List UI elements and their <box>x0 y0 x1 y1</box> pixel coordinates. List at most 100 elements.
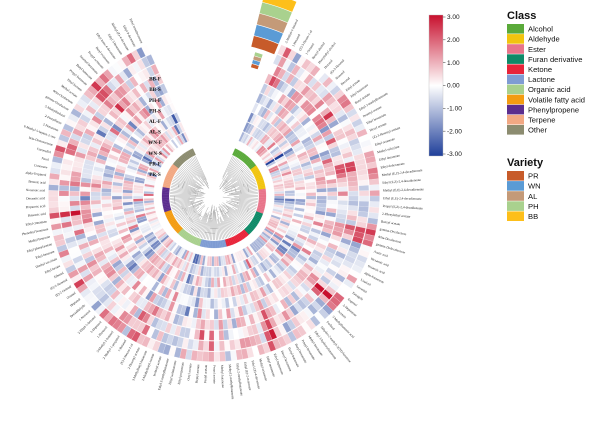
dendrogram-branch <box>172 199 203 211</box>
legend-label: BB <box>528 212 538 221</box>
heatmap-cell <box>369 195 380 202</box>
legend-swatch <box>507 54 524 64</box>
dendrogram-branch <box>224 214 236 235</box>
dendrogram-branch <box>171 185 197 193</box>
heatmap-cell <box>133 195 144 199</box>
legend-swatch <box>507 191 524 201</box>
colorbar-tick-label: 0.00 <box>447 83 460 90</box>
dendrogram-branch <box>222 177 254 193</box>
colorbar: 3.00 2.00 1.00 0.00 -1.00 -2.00 -3.00 <box>428 14 462 158</box>
dendrogram-arc <box>240 190 242 194</box>
dendrogram-branch <box>189 159 209 188</box>
heatmap-cell <box>59 185 70 192</box>
heatmap-cell <box>111 192 122 197</box>
compound-label: Citronellol <box>36 147 51 155</box>
dendrogram-arc <box>204 231 215 234</box>
dendrogram-branch <box>228 217 240 233</box>
heatmap-cell <box>316 188 327 193</box>
heatmap-cell <box>208 330 215 341</box>
heatmap-cell <box>111 199 123 204</box>
compound-label: Methyl (E,E)-2,4-decadienoate <box>383 187 425 193</box>
variety-stub <box>252 59 261 66</box>
heatmap-cell <box>224 350 232 362</box>
dendrogram-arc <box>199 203 202 206</box>
heatmap-cell <box>80 204 91 211</box>
heatmap-cell <box>211 256 215 267</box>
heatmap-cell <box>217 298 222 309</box>
dendrogram-branch <box>188 159 210 189</box>
heatmap-cell <box>80 191 91 197</box>
heatmap-cell <box>80 200 91 206</box>
dendrogram-branch <box>189 218 200 233</box>
dendrogram-branch <box>177 208 196 221</box>
heatmap-cell <box>274 193 285 197</box>
heatmap-cell <box>183 131 190 142</box>
legend-swatch <box>507 171 524 181</box>
compound-labels: 2-Methyl-1-butanol1-Hexanol(Z)-3-Hexen-1… <box>22 18 425 400</box>
dendrogram-branch <box>227 193 258 196</box>
legend-label: Phenylpropene <box>528 105 579 114</box>
heatmap-cell <box>218 319 224 330</box>
dendrogram-arc <box>198 187 200 190</box>
compound-label: Ethyl benzoate <box>35 249 55 259</box>
legend-label: Organic acid <box>528 85 571 94</box>
compound-label: Propanoic acid <box>26 204 46 209</box>
heatmap-cell <box>69 195 80 202</box>
compound-label: gamma-Decalactone <box>379 227 407 236</box>
heatmap-cell <box>316 191 327 197</box>
heatmap-cell <box>284 193 295 197</box>
heatmap-cell <box>348 195 359 202</box>
heatmap-cell <box>196 350 204 362</box>
dendrogram-branch <box>170 200 190 205</box>
ring-labels: PR-S PR-F WN-S WN-F AL-S AL-F PH-S PH-F BB-S BB-F <box>148 77 162 178</box>
dendrogram-arc <box>177 183 180 188</box>
heatmap-cell <box>213 256 217 267</box>
dendrogram-branch <box>222 156 235 180</box>
dendrogram-branch <box>193 156 209 185</box>
compound-label: 1-Octanol <box>305 42 316 55</box>
legend-label: Terpene <box>528 116 555 125</box>
dendrogram-branch <box>219 161 242 190</box>
heatmap-cell <box>90 195 101 201</box>
dendrogram-branch <box>170 191 191 195</box>
heatmap-cell <box>69 185 80 192</box>
dendrogram-branch <box>231 175 254 188</box>
compound-label: beta-Damascenone <box>28 136 54 148</box>
heatmap-cell <box>369 184 380 191</box>
dendrogram-arc <box>220 210 224 213</box>
heatmap-cell <box>337 200 348 206</box>
heatmap-cell <box>337 195 348 201</box>
compound-label: Nonanal <box>335 70 346 81</box>
dendrogram-branch <box>170 187 205 195</box>
heatmap-cell <box>213 298 219 309</box>
variety-bar-wn <box>254 24 283 44</box>
dendrogram-branch <box>232 206 252 219</box>
dendrogram-branch <box>171 184 206 194</box>
heatmap-cell <box>145 54 156 66</box>
heatmap-cell <box>213 319 219 330</box>
dendrogram-arc <box>189 216 193 221</box>
dendrogram-branch <box>226 211 242 231</box>
heatmap-cell <box>173 112 181 123</box>
dendrogram-branch <box>221 170 251 191</box>
dendrogram-arc <box>246 184 250 193</box>
heatmap-cell <box>164 93 173 104</box>
legend-swatch <box>507 104 524 115</box>
compound-label: Octyl acetate <box>186 363 192 381</box>
variety-bar-bb <box>262 0 297 12</box>
dendrogram-branch <box>173 206 189 214</box>
dendrogram-branch <box>223 221 230 238</box>
dendrogram-branch <box>222 163 245 187</box>
dendrogram-branch <box>199 214 208 238</box>
compound-label: Methyl salicylate <box>377 144 401 154</box>
heatmap-cell <box>210 288 215 299</box>
dendrogram-branch <box>186 210 203 231</box>
heatmap-cell <box>101 191 112 197</box>
heatmap-cell <box>274 195 285 199</box>
dendrogram-branch <box>231 200 257 208</box>
heatmap-cell <box>217 309 223 320</box>
dendrogram-branch <box>183 163 205 187</box>
dendrogram-branch <box>221 205 241 232</box>
heatmap-cell <box>48 184 59 191</box>
dendrogram-branch <box>172 181 196 190</box>
